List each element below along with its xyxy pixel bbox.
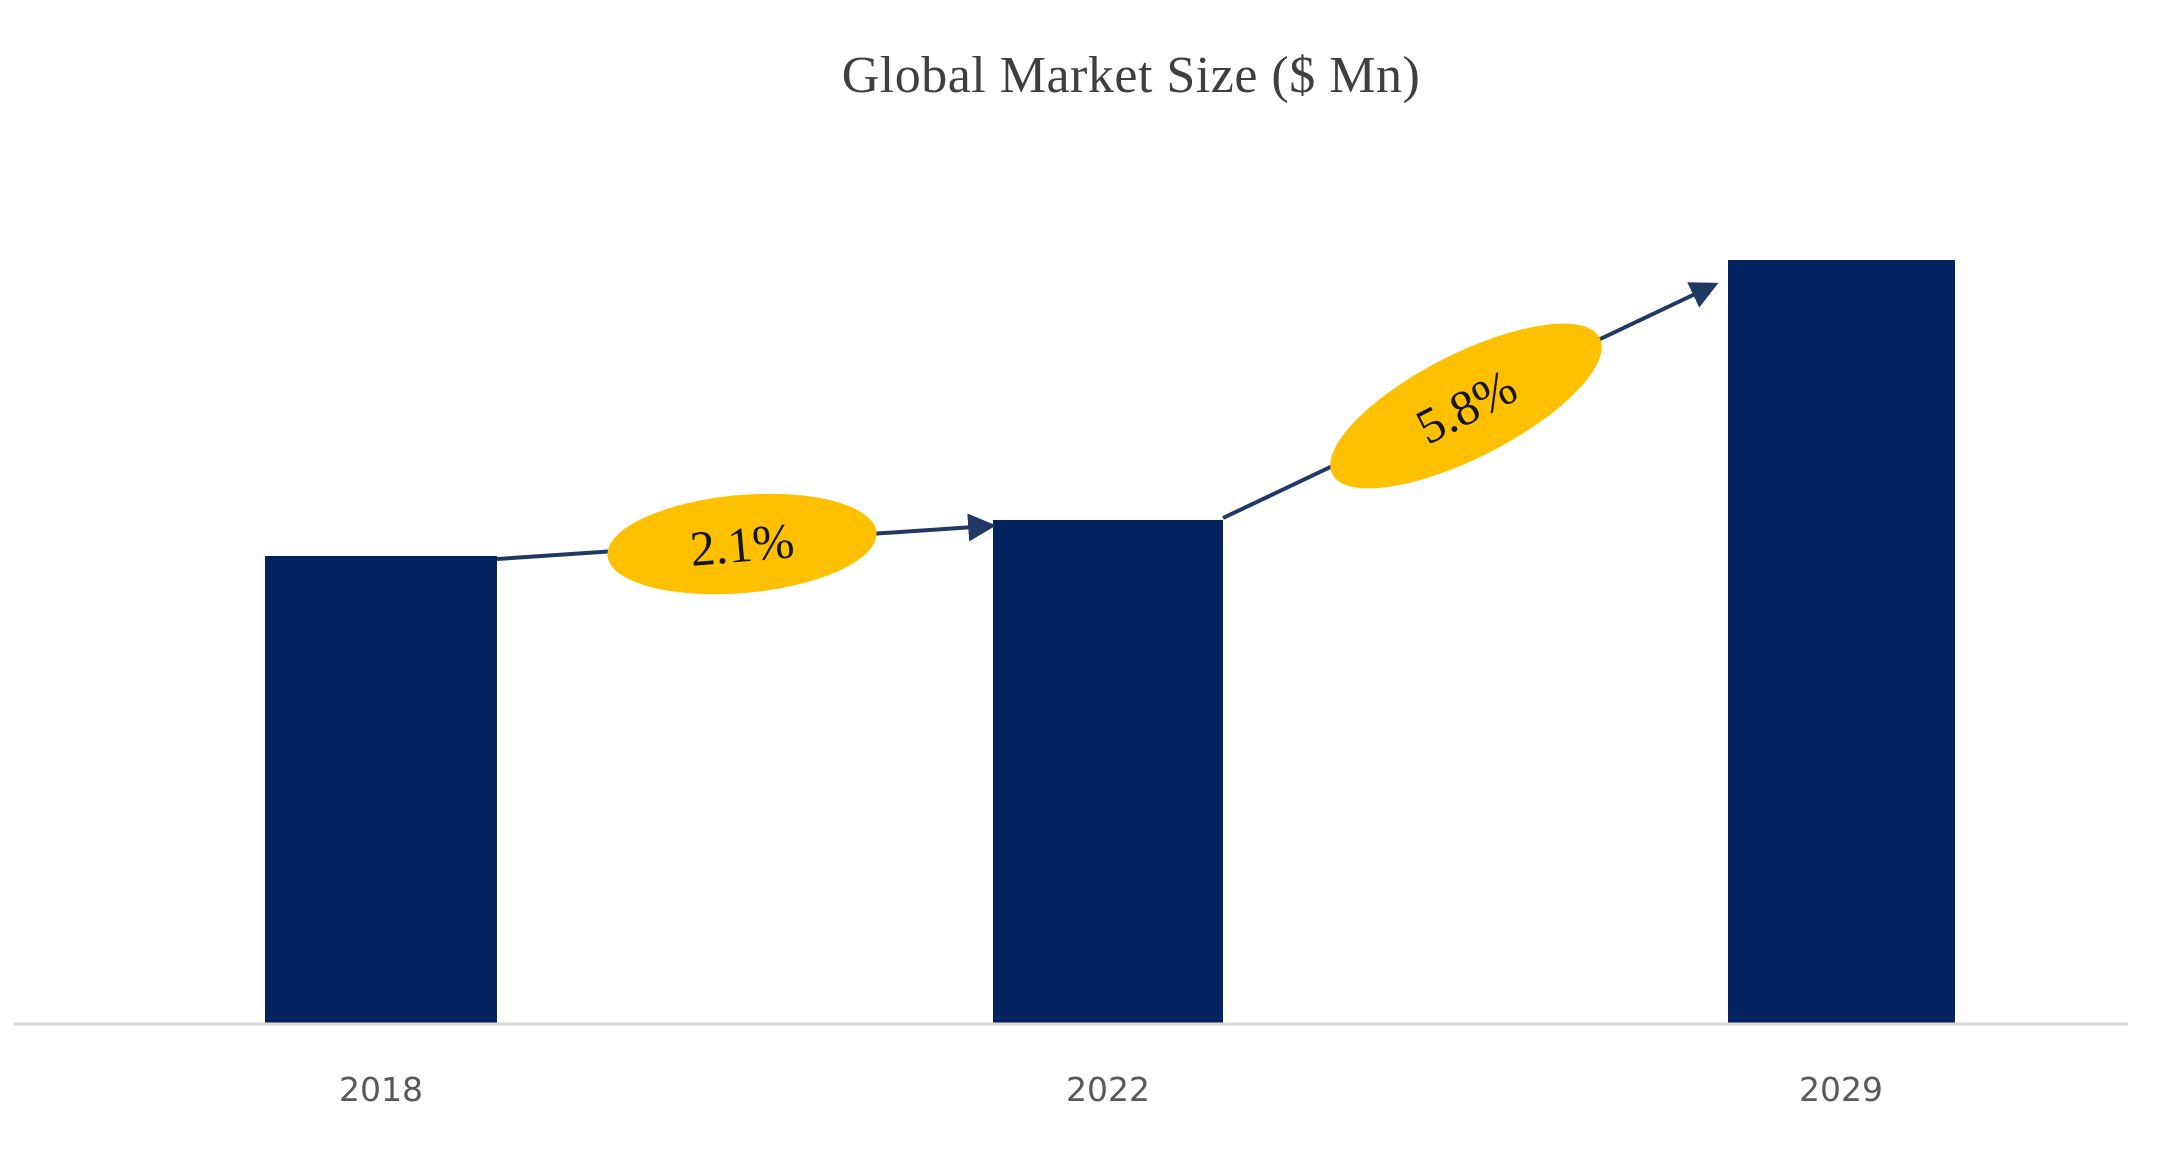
x-tick-2018: 2018 (339, 1070, 423, 1109)
bar-2029 (1728, 260, 1955, 1024)
chart-title: Global Market Size ($ Mn) (841, 47, 1421, 104)
bar-2018 (265, 556, 497, 1024)
growth-ellipse-2018-2022 (607, 493, 877, 595)
bar-2022 (993, 520, 1223, 1024)
growth-ellipse-2022-2029 (1330, 323, 1602, 489)
growth-label-2018-2022: 2.1% (688, 512, 797, 577)
x-tick-2022: 2022 (1066, 1070, 1150, 1109)
x-tick-2029: 2029 (1799, 1070, 1883, 1109)
